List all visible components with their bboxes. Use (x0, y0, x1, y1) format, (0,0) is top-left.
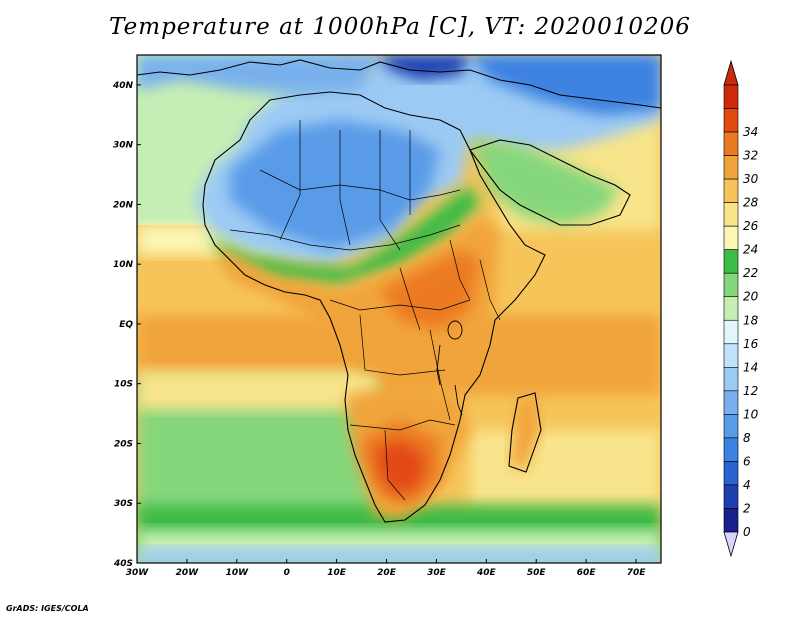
longitude-axis: 30W 20W 10W 0 10E 20E 30E 40E 50E 60E 70E (126, 559, 646, 578)
lat-tick-label: 30N (113, 141, 134, 151)
colorbar-swatch (723, 108, 739, 133)
colorbar-label: 2 (743, 501, 751, 515)
colorbar-swatch (723, 437, 739, 462)
lat-tick-label: 40S (113, 559, 133, 569)
lat-tick-label: 20N (113, 200, 134, 210)
colorbar-swatch (723, 272, 739, 298)
colorbar-label: 8 (743, 431, 751, 445)
lon-tick-label: 10W (226, 568, 250, 578)
colorbar-label: 30 (743, 172, 759, 186)
colorbar-label: 12 (743, 384, 758, 398)
colorbar-swatch (723, 461, 739, 486)
colorbar-label: 6 (743, 454, 751, 468)
lon-tick-label: 30E (427, 568, 447, 578)
lat-tick-label: EQ (119, 320, 133, 330)
colorbar-label: 22 (743, 266, 758, 280)
colorbar-label: 16 (743, 337, 759, 351)
lon-tick-label: 0 (284, 568, 290, 578)
colorbar-swatch (723, 178, 739, 203)
colorbar-swatch (723, 296, 739, 321)
colorbar-label: 4 (743, 478, 751, 492)
lon-tick-label: 10E (327, 568, 347, 578)
coastlines (137, 59, 661, 523)
lon-tick-label: 20E (377, 568, 397, 578)
colorbar-min-arrow (723, 531, 739, 558)
lon-tick-label: 20W (176, 568, 200, 578)
lat-tick-label: 10N (113, 260, 134, 270)
colorbar-swatch (723, 249, 739, 274)
lat-tick-label: 10S (114, 380, 133, 390)
colorbar-swatch (723, 367, 739, 392)
colorbar-swatch (723, 155, 739, 180)
lat-tick-label: 30S (114, 499, 133, 509)
arabia (470, 140, 620, 225)
colorbar-swatch (723, 225, 739, 250)
colorbar-swatch (723, 202, 739, 227)
kalahari (375, 440, 425, 495)
plot-frame (136, 54, 662, 564)
colorbar-max-arrow (723, 59, 739, 86)
lon-tick-label: 40E (476, 568, 497, 578)
colorbar-swatch (723, 319, 739, 345)
lon-tick-label: 60E (577, 568, 597, 578)
map-title: Temperature at 1000hPa [C], VT: 20200102… (109, 14, 691, 40)
lon-tick-label: 50E (527, 568, 547, 578)
lat-tick-label: 40N (112, 81, 134, 91)
country-borders (229, 120, 501, 501)
temperature-field (137, 55, 661, 563)
colorbar-label: 18 (743, 313, 759, 327)
colorbar-swatch (723, 484, 739, 509)
colorbar-swatch (723, 84, 739, 109)
colorbar-label: 0 (743, 525, 751, 539)
colorbar-label: 26 (743, 219, 759, 233)
latitude-axis: 40N 30N 20N 10N EQ 10S 20S 30S 40S (112, 81, 141, 569)
lat-tick-label: 20S (114, 439, 133, 449)
colorbar-label: 32 (743, 149, 758, 163)
lon-tick-label: 70E (627, 568, 647, 578)
colorbar-swatch (723, 343, 739, 368)
colorbar-swatch (723, 131, 739, 156)
lakes (436, 320, 463, 416)
colorbar-label: 24 (743, 243, 758, 257)
credit-label: GrADS: IGES/COLA (6, 604, 89, 613)
colorbar-label: 28 (743, 196, 759, 210)
colorbar-label: 34 (743, 125, 758, 139)
central-africa (215, 215, 500, 380)
colorbar-swatch (723, 414, 739, 439)
colorbar-label: 10 (743, 407, 759, 421)
colorbar-swatch (723, 390, 739, 415)
colorbar-label: 20 (743, 290, 759, 304)
colorbar-swatch (723, 508, 739, 533)
lon-tick-label: 30W (126, 568, 150, 578)
colorbar-label: 14 (743, 360, 758, 374)
